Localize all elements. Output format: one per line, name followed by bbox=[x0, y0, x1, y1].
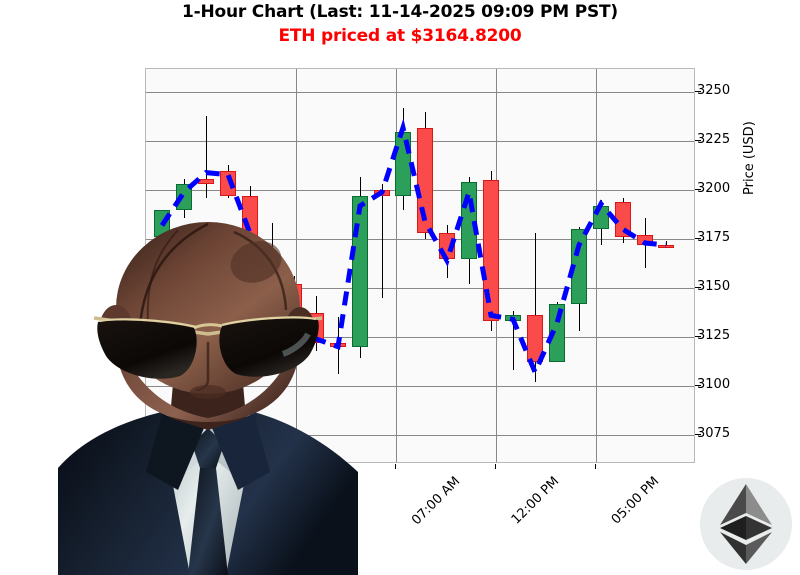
x-tick-mark bbox=[395, 464, 396, 469]
gridline-horizontal bbox=[146, 239, 694, 241]
y-tick-mark bbox=[695, 433, 701, 435]
y-tick-label: 3100 bbox=[697, 376, 731, 392]
gridline-horizontal bbox=[146, 385, 694, 387]
ethereum-logo bbox=[700, 478, 792, 570]
candle-body bbox=[527, 315, 543, 363]
y-axis-label: Price (USD) bbox=[742, 121, 757, 195]
page-title: 1-Hour Chart (Last: 11-14-2025 09:09 PM … bbox=[182, 2, 618, 22]
gridline-horizontal bbox=[146, 288, 694, 289]
candle-body bbox=[658, 244, 674, 248]
candle-body bbox=[176, 184, 192, 210]
candle-wick bbox=[534, 233, 536, 382]
gridline-horizontal bbox=[146, 434, 694, 436]
price-subtitle: ETH priced at $3164.8200 bbox=[278, 26, 522, 46]
trend-line-overlay bbox=[159, 118, 667, 379]
candle-body bbox=[483, 180, 499, 322]
ethereum-diamond-icon bbox=[720, 484, 772, 564]
gridline-horizontal bbox=[146, 92, 694, 94]
x-tick-label: 07:00 AM bbox=[409, 474, 464, 529]
gridline-vertical bbox=[396, 69, 397, 462]
y-tick-mark bbox=[695, 384, 701, 386]
gridline-horizontal bbox=[146, 336, 694, 338]
x-tick-mark bbox=[495, 464, 496, 469]
x-tick-label: 12:00 PM bbox=[508, 474, 563, 528]
y-tick-label: 3250 bbox=[697, 83, 731, 99]
y-tick-label: 3150 bbox=[697, 279, 731, 294]
candle-body bbox=[549, 303, 565, 363]
candle-wick bbox=[512, 311, 514, 371]
y-tick-mark bbox=[695, 140, 701, 142]
y-tick-mark bbox=[695, 287, 701, 288]
y-tick-mark bbox=[695, 238, 701, 240]
gridline-vertical bbox=[596, 69, 597, 462]
y-tick-label: 3200 bbox=[697, 181, 731, 197]
y-tick-label: 3175 bbox=[697, 230, 731, 246]
candle-wick bbox=[205, 115, 207, 199]
y-tick-label: 3225 bbox=[697, 132, 731, 148]
plot-area bbox=[145, 68, 695, 463]
y-tick-mark bbox=[695, 335, 701, 337]
candle-wick bbox=[381, 184, 383, 298]
candle-body bbox=[220, 170, 236, 197]
y-tick-mark bbox=[695, 189, 701, 191]
y-tick-label: 3075 bbox=[697, 425, 731, 441]
candle-body bbox=[417, 127, 433, 234]
y-tick-mark bbox=[695, 91, 701, 93]
x-tick-label: 05:00 PM bbox=[608, 474, 663, 528]
y-tick-label: 3125 bbox=[697, 327, 731, 343]
x-tick-mark bbox=[595, 464, 596, 469]
